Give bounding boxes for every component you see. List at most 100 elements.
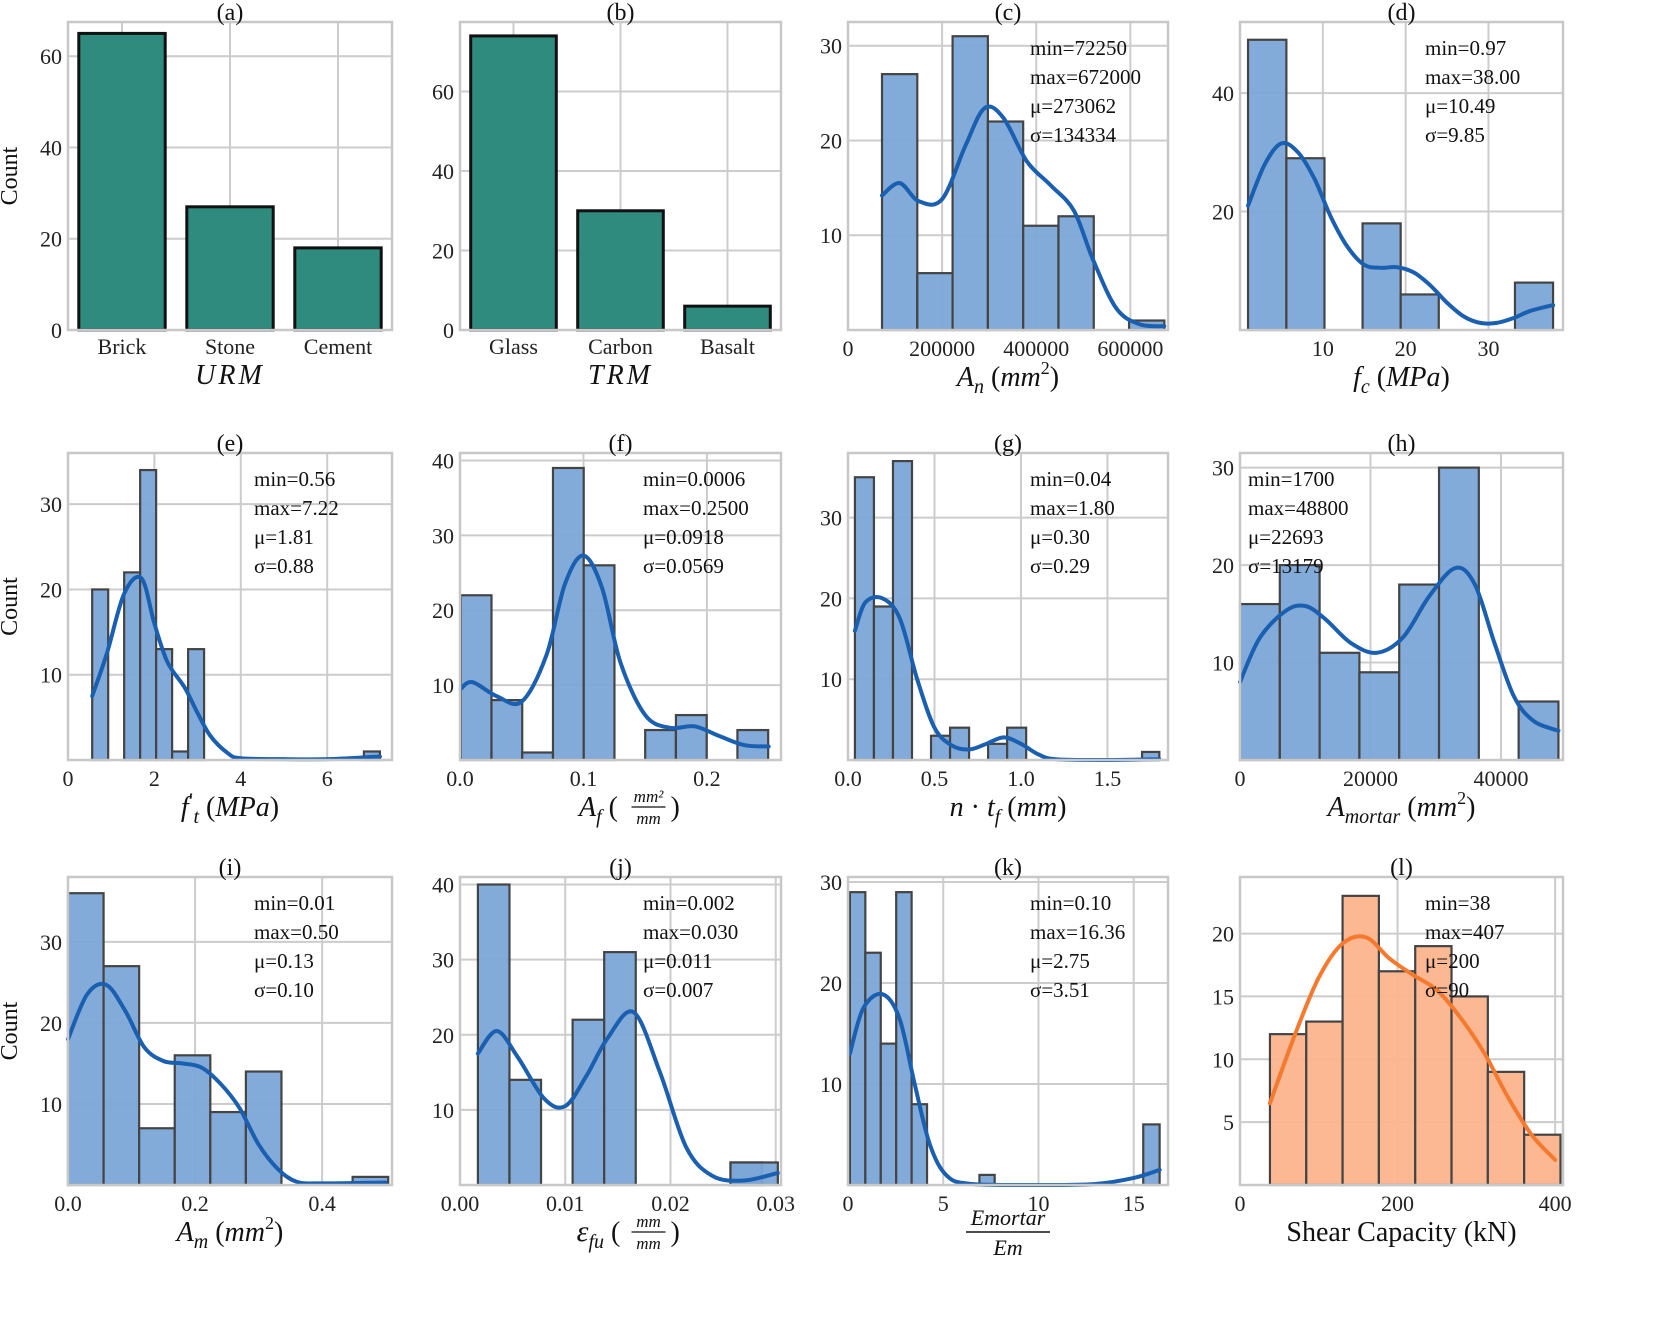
x-tick-label: Glass [489, 334, 538, 359]
x-axis-label: n · tf (mm) [950, 792, 1067, 828]
y-tick-label: 40 [432, 873, 454, 898]
histogram-bar [1399, 293, 1440, 332]
y-tick-label: 30 [820, 506, 842, 531]
y-tick-label: 20 [1212, 200, 1234, 225]
stat-std: σ=0.0569 [643, 554, 724, 578]
axes-frame [458, 451, 783, 762]
x-axis-label: An (mm2) [955, 358, 1059, 398]
histogram-bar [186, 648, 206, 762]
x-tick-label: Brick [98, 334, 147, 359]
x-tick-label: 0.0 [834, 766, 862, 791]
x-tick-label: 400000 [1003, 336, 1069, 361]
stat-min: min=0.01 [254, 891, 335, 915]
histogram-bar [138, 1127, 176, 1187]
x-axis-label-denominator: mm [636, 809, 661, 828]
panel-title: (j) [609, 855, 632, 881]
y-tick-label: 10 [820, 667, 842, 692]
panel-g: 10 20 30 0.0 0.5 1.0 1.5 (g) n · tf (mm) min=0.04… [820, 431, 1170, 828]
stat-std: σ=0.88 [254, 554, 314, 578]
x-tick-label: 0 [63, 766, 74, 791]
x-axis-label: TRM [588, 360, 653, 391]
x-axis-label-paren: ) [671, 792, 680, 823]
stat-min: min=0.56 [254, 467, 335, 491]
bar-glass [469, 34, 558, 332]
axes-frame [846, 451, 1170, 762]
x-tick-label: 0.1 [570, 766, 598, 791]
panel-title: (i) [219, 855, 242, 881]
stat-std: σ=13179 [1248, 554, 1324, 578]
stat-mean: μ=0.0918 [643, 525, 724, 549]
x-tick-label: 30 [1477, 336, 1499, 361]
y-tick-label: 5 [1223, 1110, 1234, 1135]
y-tick-label: 10 [820, 223, 842, 248]
y-tick-label: 20 [1212, 922, 1234, 947]
y-tick-label: 10 [432, 673, 454, 698]
panel-a: 0 20 40 60 Brick Stone Cement (a) URM Count [0, 0, 394, 391]
histogram-bar [173, 1054, 212, 1187]
kde-curve [1246, 141, 1556, 326]
y-tick-label: 10 [40, 663, 62, 688]
histogram-bar [1377, 970, 1417, 1187]
axes-frame [846, 20, 1170, 332]
x-tick-label: Cement [304, 334, 372, 359]
axes-frame [458, 20, 783, 332]
stat-max: max=0.2500 [643, 496, 749, 520]
histogram-bar [1358, 671, 1401, 762]
panel-title: (l) [1390, 855, 1413, 881]
x-axis-label: f′t (MPa) [181, 788, 279, 828]
panel-title: (b) [607, 0, 635, 26]
y-axis-label: Count [0, 1001, 23, 1060]
histogram-bar [102, 965, 141, 1187]
stat-std: σ=9.85 [1425, 123, 1485, 147]
panel-title: (k) [994, 855, 1022, 881]
y-tick-label: 60 [432, 80, 454, 105]
axes-frame [846, 875, 1170, 1187]
y-tick-label: 40 [40, 135, 62, 160]
panel-d: 20 40 10 20 30 (d) fc (MPa) min=0.97 max=38.00 μ=… [1212, 0, 1565, 398]
y-tick-label: 30 [432, 948, 454, 973]
x-tick-label: 0 [1235, 766, 1246, 791]
kde-curve [475, 1009, 780, 1183]
panel-e: 10 20 30 0 2 4 6 (e) f′t (MPa) Count min=0.56 max=7… [0, 431, 394, 828]
x-axis-label-numerator: mm² [634, 787, 665, 806]
stat-mean: μ=2.75 [1030, 949, 1090, 973]
histogram-bar [209, 1110, 247, 1187]
panel-title: (h) [1388, 431, 1416, 457]
stat-min: min=0.0006 [643, 467, 745, 491]
x-axis-label-denominator: mm [636, 1234, 661, 1253]
stat-max: max=48800 [1248, 496, 1349, 520]
kde-curve [880, 104, 1167, 329]
y-tick-label: 20 [432, 1023, 454, 1048]
kde-curve [852, 595, 1162, 763]
axes-frame [458, 875, 783, 1187]
x-tick-label: 5 [938, 1191, 949, 1216]
x-tick-label: 200 [1381, 1191, 1414, 1216]
x-tick-label: 0.2 [693, 766, 721, 791]
histogram-bar [1361, 222, 1402, 332]
y-tick-label: 10 [1212, 651, 1234, 676]
histogram-bar [674, 713, 708, 762]
stat-max: max=7.22 [254, 496, 339, 520]
y-tick-label: 40 [1212, 81, 1234, 106]
histogram-bar [123, 571, 142, 762]
histogram-bar [910, 1103, 929, 1187]
x-tick-label: 200000 [909, 336, 975, 361]
y-tick-label: 20 [820, 971, 842, 996]
stat-min: min=0.002 [643, 891, 735, 915]
histogram-bar [1238, 602, 1281, 762]
histogram-bar [603, 951, 637, 1187]
axes-frame [66, 875, 394, 1187]
axes-frame [66, 20, 394, 332]
x-tick-label: 0.02 [651, 1191, 690, 1216]
y-tick-label: 30 [40, 492, 62, 517]
stat-mean: μ=200 [1425, 949, 1480, 973]
histogram-bar [1305, 1020, 1344, 1187]
x-tick-label: 4 [235, 766, 246, 791]
panel-i: 10 20 30 0.0 0.2 0.4 (i) Am (mm2) Count min=0.01 m… [0, 855, 394, 1253]
x-tick-label: 0.4 [308, 1191, 336, 1216]
histogram-bar [951, 35, 989, 332]
x-axis-label: Am (mm2) [175, 1213, 284, 1253]
y-axis-label: Count [0, 146, 23, 205]
x-tick-label: 15 [1123, 1191, 1145, 1216]
x-tick-label: 1.5 [1094, 766, 1122, 791]
